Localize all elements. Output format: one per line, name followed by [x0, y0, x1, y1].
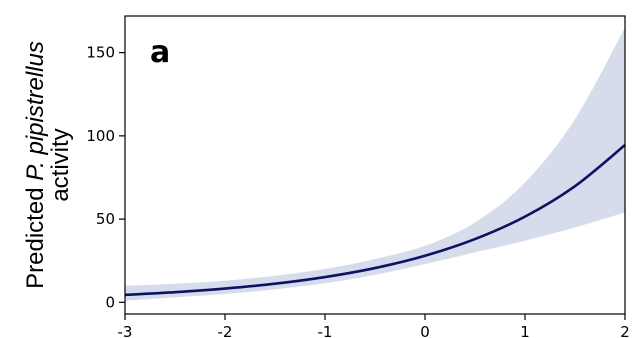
y-tick-label: 150 [86, 44, 115, 62]
x-tick-label: 2 [620, 323, 630, 338]
x-tick-label: 1 [520, 323, 530, 338]
confidence-band [125, 27, 625, 301]
y-axis-label-species: P. pipistrellus [22, 41, 49, 181]
y-tick-label: 50 [96, 210, 115, 228]
x-tick-label: -3 [118, 323, 133, 338]
panel-label: a [150, 35, 170, 70]
plot-frame [124, 15, 626, 315]
y-tick-label: 0 [105, 293, 115, 311]
y-tick-label: 100 [86, 127, 115, 145]
x-tick-label: -1 [318, 323, 333, 338]
x-tick-label: 0 [420, 323, 430, 338]
prediction-line [124, 144, 626, 297]
y-axis-label: Predicted P. pipistrellus [22, 41, 49, 289]
y-axis-label-line2: activity [47, 128, 74, 201]
y-axis-label-prefix: Predicted [22, 181, 49, 289]
x-tick-label: -2 [218, 323, 233, 338]
